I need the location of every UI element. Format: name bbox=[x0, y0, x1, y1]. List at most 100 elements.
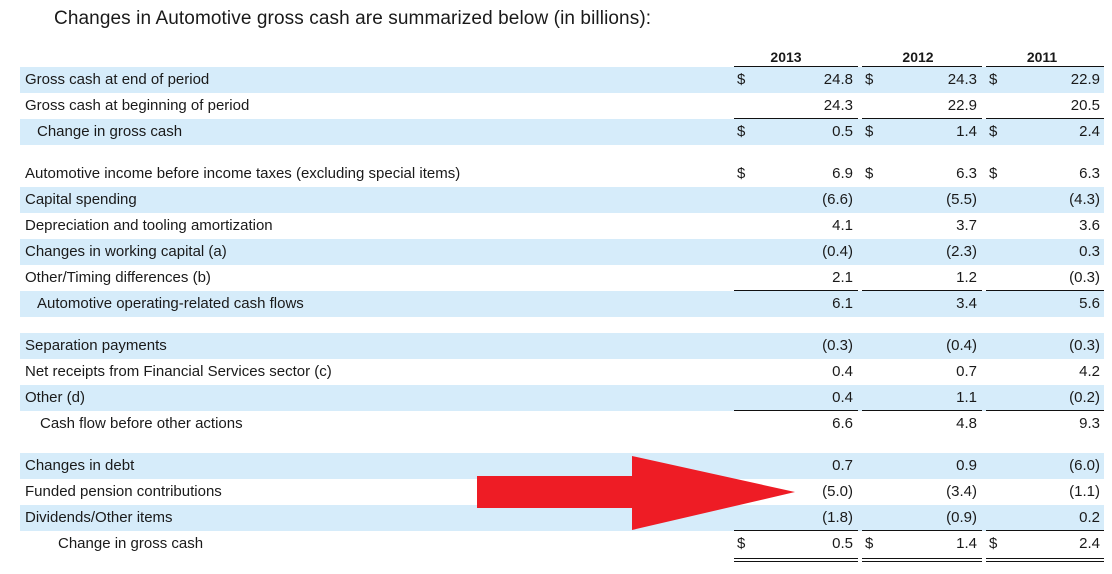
row-label: Other/Timing differences (b) bbox=[25, 269, 211, 286]
value-2011: (0.2) bbox=[1069, 389, 1100, 406]
row-label: Other (d) bbox=[25, 389, 86, 406]
page-title: Changes in Automotive gross cash are sum… bbox=[54, 8, 652, 29]
table-row: Dividends/Other items (1.8) (0.9) 0.2 bbox=[20, 505, 1104, 531]
currency-symbol: $ bbox=[865, 71, 874, 88]
value-2012: (3.4) bbox=[946, 483, 977, 500]
currency-symbol: $ bbox=[865, 535, 874, 552]
value-2013: (1.8) bbox=[822, 509, 853, 526]
subtotal-rule bbox=[862, 530, 982, 531]
arrow-shape bbox=[477, 456, 795, 530]
value-2013: (6.6) bbox=[822, 191, 853, 208]
value-2012: 4.8 bbox=[956, 415, 977, 432]
value-2013: (0.3) bbox=[822, 337, 853, 354]
year-underline-2011 bbox=[986, 66, 1104, 67]
value-2013: 6.1 bbox=[832, 295, 853, 312]
value-2013: 0.5 bbox=[832, 535, 853, 552]
value-2012: 24.3 bbox=[947, 71, 977, 88]
row-label: Depreciation and tooling amortization bbox=[25, 217, 273, 234]
value-2013: 6.6 bbox=[832, 415, 853, 432]
value-2013: 6.9 bbox=[832, 165, 853, 182]
table-row: Changes in debt 0.7 0.9 (6.0) bbox=[20, 453, 1104, 479]
value-2012: 22.9 bbox=[947, 97, 977, 114]
value-2013: 0.7 bbox=[832, 457, 853, 474]
subtotal-rule bbox=[986, 290, 1104, 291]
value-2012: 6.3 bbox=[956, 165, 977, 182]
table-row: Changes in working capital (a) (0.4) (2.… bbox=[20, 239, 1104, 265]
table-row: Other (d) 0.4 1.1 (0.2) bbox=[20, 385, 1104, 411]
value-2011: (6.0) bbox=[1069, 457, 1100, 474]
value-2012: 3.7 bbox=[956, 217, 977, 234]
currency-symbol: $ bbox=[989, 165, 998, 182]
table-row: Other/Timing differences (b) 2.1 1.2 (0.… bbox=[20, 265, 1104, 291]
table-row: Depreciation and tooling amortization 4.… bbox=[20, 213, 1104, 239]
row-label: Changes in working capital (a) bbox=[25, 243, 227, 260]
subtotal-rule bbox=[734, 530, 858, 531]
subtotal-rule bbox=[734, 118, 858, 119]
value-2011: 9.3 bbox=[1079, 415, 1100, 432]
value-2011: 0.2 bbox=[1079, 509, 1100, 526]
currency-symbol: $ bbox=[737, 535, 746, 552]
subtotal-rule bbox=[862, 290, 982, 291]
currency-symbol: $ bbox=[865, 123, 874, 140]
value-2012: 0.7 bbox=[956, 363, 977, 380]
currency-symbol: $ bbox=[989, 71, 998, 88]
year-header-2011: 2011 bbox=[1026, 49, 1058, 65]
value-2011: 20.5 bbox=[1070, 97, 1100, 114]
subtotal-rule bbox=[986, 410, 1104, 411]
value-2012: (2.3) bbox=[946, 243, 977, 260]
subtotal-rule bbox=[862, 118, 982, 119]
value-2012: 1.4 bbox=[956, 123, 977, 140]
subtotal-rule bbox=[986, 530, 1104, 531]
row-label: Capital spending bbox=[25, 191, 137, 208]
currency-symbol: $ bbox=[737, 165, 746, 182]
row-label: Dividends/Other items bbox=[25, 509, 173, 526]
value-2013: 2.1 bbox=[832, 269, 853, 286]
currency-symbol: $ bbox=[865, 165, 874, 182]
value-2011: 2.4 bbox=[1079, 535, 1100, 552]
currency-symbol: $ bbox=[737, 123, 746, 140]
currency-symbol: $ bbox=[989, 535, 998, 552]
value-2012: (0.9) bbox=[946, 509, 977, 526]
row-label: Net receipts from Financial Services sec… bbox=[25, 363, 332, 380]
value-2012: 0.9 bbox=[956, 457, 977, 474]
value-2013: (0.4) bbox=[822, 243, 853, 260]
value-2013: 0.4 bbox=[832, 389, 853, 406]
value-2012: 1.1 bbox=[956, 389, 977, 406]
table-row: Funded pension contributions (5.0) (3.4)… bbox=[20, 479, 1104, 505]
row-label: Automotive income before income taxes (e… bbox=[25, 165, 461, 182]
year-header-2013: 2013 bbox=[770, 49, 802, 65]
table-row: Gross cash at beginning of period 24.3 2… bbox=[20, 93, 1104, 119]
value-2013: 4.1 bbox=[832, 217, 853, 234]
table-row: Automotive operating-related cash flows … bbox=[20, 291, 1104, 317]
table-row: Gross cash at end of period $ 24.8 $ 24.… bbox=[20, 67, 1104, 93]
row-label: Cash flow before other actions bbox=[40, 415, 243, 432]
value-2011: 0.3 bbox=[1079, 243, 1100, 260]
table-row: Change in gross cash $ 0.5 $ 1.4 $ 2.4 bbox=[20, 531, 1104, 557]
row-label: Change in gross cash bbox=[37, 123, 183, 140]
value-2013: 24.8 bbox=[823, 71, 853, 88]
row-label: Gross cash at end of period bbox=[25, 71, 210, 88]
value-2012: 3.4 bbox=[956, 295, 977, 312]
currency-symbol: $ bbox=[737, 71, 746, 88]
value-2011: (1.1) bbox=[1069, 483, 1100, 500]
subtotal-rule bbox=[862, 410, 982, 411]
row-label: Funded pension contributions bbox=[25, 483, 222, 500]
year-underline-2012 bbox=[862, 66, 982, 67]
value-2012: 1.2 bbox=[956, 269, 977, 286]
currency-symbol: $ bbox=[989, 123, 998, 140]
value-2011: 6.3 bbox=[1079, 165, 1100, 182]
value-2011: (0.3) bbox=[1069, 269, 1100, 286]
value-2011: (4.3) bbox=[1069, 191, 1100, 208]
value-2013: 24.3 bbox=[823, 97, 853, 114]
subtotal-rule bbox=[986, 118, 1104, 119]
table-row: Separation payments (0.3) (0.4) (0.3) bbox=[20, 333, 1104, 359]
value-2011: 2.4 bbox=[1079, 123, 1100, 140]
value-2012: (5.5) bbox=[946, 191, 977, 208]
total-double-rule bbox=[862, 558, 982, 562]
value-2011: 5.6 bbox=[1079, 295, 1100, 312]
value-2012: 1.4 bbox=[956, 535, 977, 552]
row-label: Gross cash at beginning of period bbox=[25, 97, 250, 114]
row-label: Separation payments bbox=[25, 337, 167, 354]
table-row: Automotive income before income taxes (e… bbox=[20, 161, 1104, 187]
row-label: Automotive operating-related cash flows bbox=[37, 295, 304, 312]
